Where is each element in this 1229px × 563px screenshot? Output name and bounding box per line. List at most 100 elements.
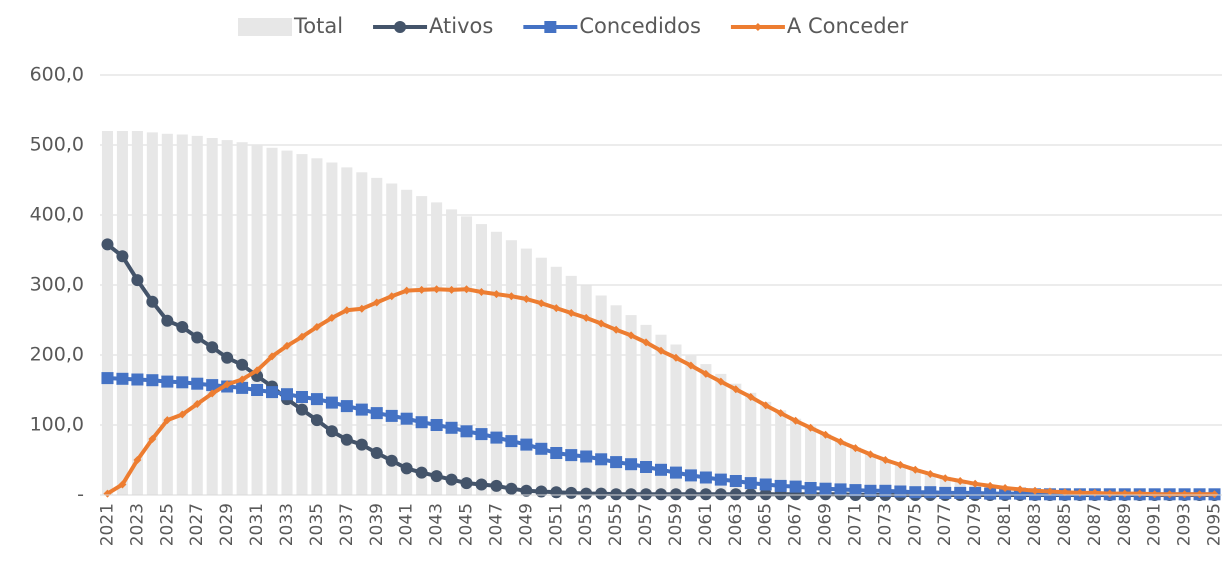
bar — [849, 447, 862, 495]
bar — [101, 131, 114, 495]
point — [161, 314, 174, 327]
x-tick-label: 2053 — [576, 503, 596, 546]
point — [325, 425, 338, 438]
point — [924, 486, 937, 499]
x-tick-label: 2075 — [905, 503, 925, 546]
point — [327, 313, 336, 322]
point — [716, 377, 725, 386]
point — [310, 393, 323, 406]
point — [430, 419, 443, 431]
bar — [745, 392, 757, 495]
bar — [670, 344, 682, 495]
bar — [655, 334, 667, 495]
point — [101, 372, 114, 385]
point — [761, 401, 770, 410]
bar — [356, 172, 368, 496]
bar — [221, 140, 233, 495]
bar — [341, 167, 353, 495]
point — [522, 295, 531, 303]
legend-label: Total — [293, 14, 343, 38]
point — [1150, 490, 1159, 499]
bar — [266, 147, 278, 496]
x-tick-label: 2081 — [995, 503, 1015, 546]
point — [894, 485, 907, 498]
x-tick-label: 2077 — [935, 503, 955, 546]
x-tick-label: 2059 — [666, 503, 686, 546]
x-tick-label: 2091 — [1145, 503, 1165, 546]
point — [520, 484, 533, 497]
point — [295, 391, 308, 403]
point — [206, 379, 219, 392]
point — [357, 304, 366, 313]
y-tick-label: 400,0 — [30, 204, 84, 226]
point — [971, 479, 980, 488]
point — [821, 430, 830, 439]
point — [655, 463, 667, 476]
point — [415, 466, 428, 479]
point — [911, 465, 920, 474]
bar — [520, 248, 532, 495]
y-tick-label: 500,0 — [30, 134, 84, 156]
bar — [386, 183, 398, 495]
bar — [820, 434, 832, 495]
bar — [924, 473, 936, 495]
x-tick-label: 2035 — [307, 503, 327, 546]
point — [567, 309, 576, 317]
x-tick-label: 2061 — [696, 503, 716, 546]
point — [445, 421, 458, 434]
point — [505, 482, 518, 495]
point — [342, 306, 351, 315]
point — [417, 285, 426, 294]
bar — [116, 131, 128, 495]
bar — [894, 464, 906, 495]
point — [236, 358, 249, 371]
bar — [685, 354, 697, 495]
point — [146, 374, 159, 387]
bar — [460, 216, 473, 495]
point — [460, 477, 473, 490]
bar — [161, 133, 173, 496]
point — [163, 416, 172, 425]
point — [819, 482, 832, 495]
point — [582, 313, 591, 322]
point — [999, 487, 1012, 500]
point — [550, 447, 563, 459]
point — [1165, 490, 1174, 499]
point — [939, 486, 952, 499]
point — [776, 409, 785, 418]
point — [625, 458, 638, 471]
point — [295, 403, 308, 416]
point — [956, 477, 965, 485]
x-tick-label: 2083 — [1025, 503, 1045, 546]
point — [355, 438, 368, 451]
bar — [326, 162, 338, 495]
point — [699, 488, 712, 501]
x-tick-label: 2073 — [875, 503, 895, 546]
point — [731, 385, 740, 394]
point — [251, 384, 264, 396]
point — [161, 375, 174, 388]
bar — [864, 453, 876, 495]
bar — [909, 469, 921, 495]
point — [223, 380, 232, 389]
point — [969, 486, 982, 499]
point — [1045, 487, 1054, 496]
bar — [490, 231, 502, 496]
point — [684, 488, 697, 501]
y-tick-label: 100,0 — [30, 414, 84, 436]
bar — [879, 459, 891, 495]
x-tick-label: 2065 — [756, 503, 776, 546]
point — [490, 479, 503, 492]
legend-marker — [394, 21, 407, 33]
point — [385, 454, 398, 467]
point — [340, 400, 353, 413]
bar — [640, 324, 652, 495]
x-tick-label: 2085 — [1055, 503, 1075, 546]
point — [954, 486, 967, 499]
bar — [760, 401, 772, 495]
point — [1016, 485, 1025, 494]
point — [490, 431, 503, 444]
bar — [236, 142, 248, 495]
point — [402, 286, 411, 295]
